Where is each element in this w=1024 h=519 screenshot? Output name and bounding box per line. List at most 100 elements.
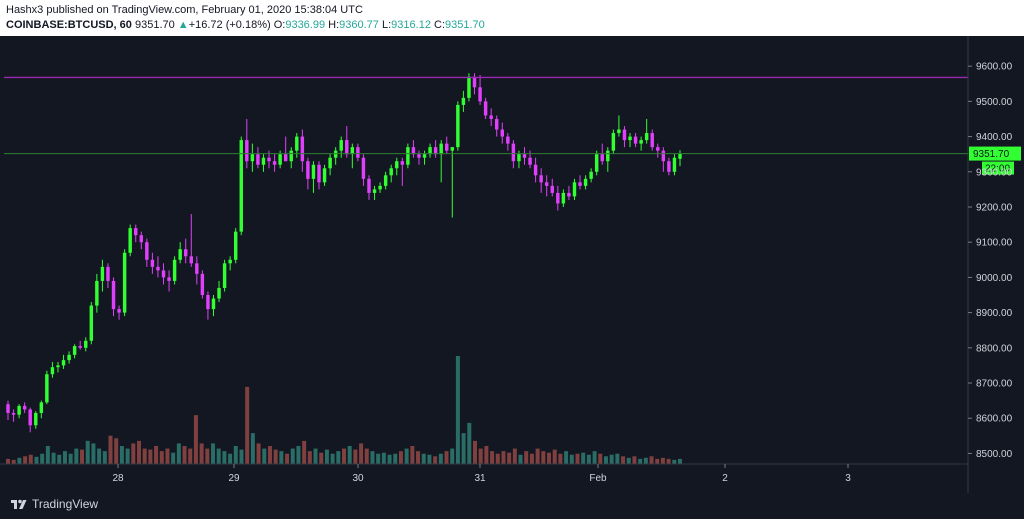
candle-body — [356, 147, 360, 158]
volume-bar — [80, 449, 85, 464]
volume-bar — [239, 449, 244, 464]
candle-body — [272, 161, 277, 165]
candle-body — [317, 164, 321, 183]
candle-body — [483, 101, 488, 116]
candle-body — [456, 104, 460, 148]
volume-bar — [626, 457, 631, 464]
x-tick-label: 29 — [228, 473, 240, 484]
volume-bar — [535, 448, 540, 464]
volume-bar — [228, 453, 233, 464]
candle-body — [528, 157, 532, 165]
volume-bar — [438, 453, 443, 464]
candle-body — [78, 346, 82, 348]
candle-body — [261, 157, 266, 165]
volume-bar — [541, 451, 546, 464]
candle-body — [267, 157, 271, 162]
y-tick-label: 9400.00 — [976, 132, 1013, 143]
candle-body — [522, 154, 527, 158]
y-tick-label: 8700.00 — [976, 379, 1013, 390]
volume-bar — [154, 446, 159, 464]
tradingview-logo-icon — [11, 499, 27, 509]
candle-body — [217, 287, 221, 299]
candle-body — [644, 133, 649, 141]
volume-bar — [507, 452, 512, 464]
candle-body — [345, 140, 349, 155]
volume-bar — [336, 451, 341, 464]
candle-body — [111, 280, 116, 310]
x-tick-label: 28 — [112, 473, 124, 484]
y-tick-label: 9500.00 — [976, 97, 1013, 108]
y-tick-label: 9200.00 — [976, 202, 1013, 213]
volume-bar — [638, 458, 643, 464]
candle-body — [72, 346, 77, 355]
candle-body — [544, 182, 549, 186]
candle-body — [467, 76, 471, 98]
volume-bar — [427, 454, 432, 464]
candles — [6, 73, 682, 433]
volume-bar — [313, 448, 318, 464]
candle-body — [450, 147, 455, 151]
high-value: 9360.77 — [339, 19, 379, 31]
volume-bar — [632, 456, 637, 464]
candle-body — [50, 367, 55, 375]
candle-body — [89, 305, 94, 341]
volume-bars — [6, 356, 682, 464]
candle-body — [395, 161, 399, 169]
volume-bar — [142, 448, 147, 464]
volume-bar — [569, 454, 574, 464]
candle-body — [256, 154, 260, 165]
candle-body — [211, 298, 216, 310]
countdown-label: 22:00 — [985, 164, 1010, 175]
candle-body — [350, 147, 355, 155]
volume-bar — [370, 451, 375, 464]
volume-bar — [97, 448, 102, 464]
y-tick-label: 8500.00 — [976, 449, 1013, 460]
candle-body — [322, 168, 327, 183]
volume-bar — [552, 449, 557, 464]
candle-body — [478, 87, 482, 102]
axes: 9600.00 9500.00 9400.00 9300.00 9200.00 9100.… — [0, 36, 1013, 493]
y-tick-label: 9000.00 — [976, 273, 1013, 284]
volume-bar — [102, 451, 107, 464]
chart-area[interactable]: 9351.70 22:00 9600.00 9500.00 9400.00 9300.0… — [0, 36, 1024, 493]
candle-body — [283, 154, 288, 162]
candle-body — [339, 140, 343, 151]
volume-bar — [393, 453, 398, 464]
y-tick-label: 9100.00 — [976, 238, 1013, 249]
volume-bar — [159, 451, 164, 464]
volume-bar — [621, 456, 626, 464]
candle-body — [583, 178, 588, 186]
volume-bar — [91, 443, 96, 464]
volume-bar — [472, 440, 477, 464]
tradingview-logo[interactable]: TradingView — [10, 497, 98, 511]
volume-bar — [307, 451, 312, 464]
volume-bar — [512, 448, 517, 464]
volume-bar — [478, 448, 483, 464]
volume-bar — [376, 453, 381, 464]
volume-bar — [615, 453, 620, 464]
volume-bar — [273, 449, 278, 464]
volume-bar — [131, 443, 136, 464]
volume-bar — [484, 446, 489, 464]
candle-body — [56, 365, 60, 368]
candle-body — [372, 189, 377, 193]
candlestick-chart[interactable]: 9351.70 22:00 9600.00 9500.00 9400.00 9300.0… — [0, 36, 1024, 493]
symbol-label[interactable]: COINBASE:BTCUSD, 60 — [6, 19, 132, 31]
candle-body — [628, 136, 632, 141]
candle-body — [428, 147, 432, 155]
volume-bar — [547, 452, 552, 464]
candle-body — [539, 175, 543, 183]
open-label: O: — [273, 19, 286, 31]
candle-body — [167, 277, 171, 281]
last-price-label: 9351.70 — [973, 149, 1010, 160]
volume-bar — [205, 448, 210, 464]
candle-body — [161, 270, 166, 278]
volume-bar — [68, 453, 73, 464]
candle-body — [600, 154, 604, 162]
candle-body — [650, 133, 654, 148]
volume-bar — [455, 356, 460, 464]
candle-body — [150, 259, 155, 267]
volume-bar — [330, 453, 335, 464]
volume-bar — [581, 452, 586, 464]
candle-body — [606, 150, 610, 162]
